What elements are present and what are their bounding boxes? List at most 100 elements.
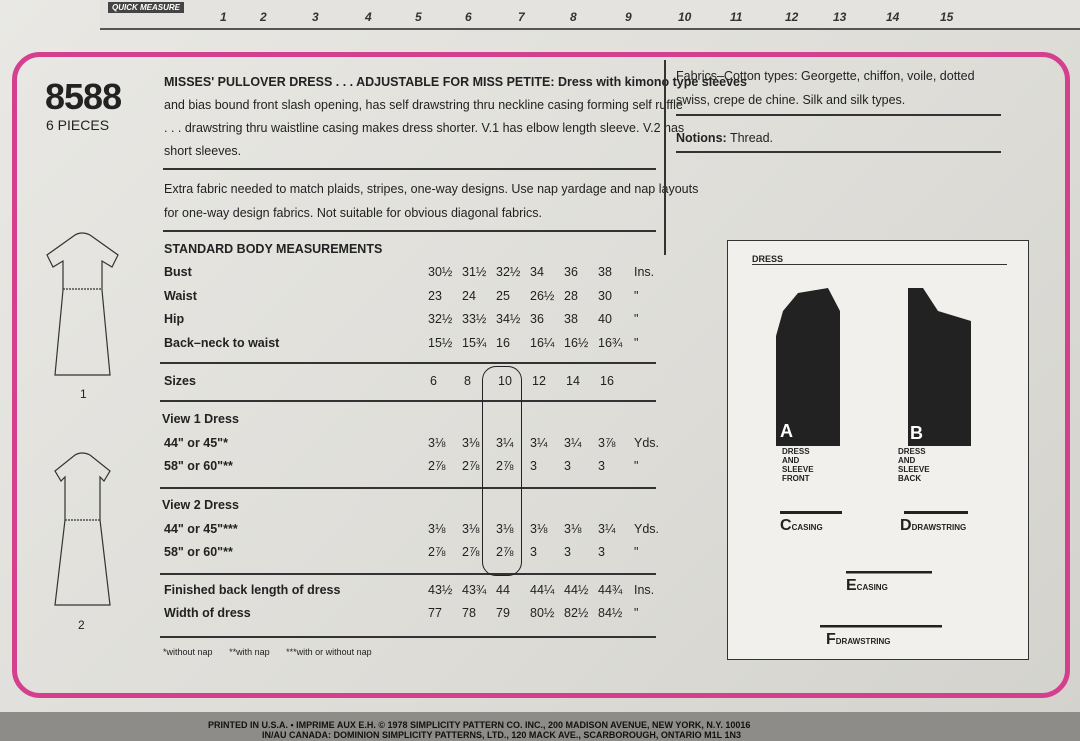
- cell-value: 77: [428, 606, 442, 620]
- description: MISSES' PULLOVER DRESS . . . ADJUSTABLE …: [164, 71, 747, 163]
- cell-value: 3⅛: [428, 522, 446, 536]
- pattern-pieces-diagram: DRESS A DRESS AND SLEEVE FRONT B DRESS AND SL…: [727, 240, 1029, 660]
- cell-value: 30½: [428, 265, 453, 279]
- label-line: DRESS: [782, 447, 810, 456]
- piece-c-label: CASING: [791, 523, 823, 532]
- unit-label: Ins.: [634, 265, 655, 279]
- cell-value: 38: [598, 265, 612, 279]
- view2-title: View 2 Dress: [162, 498, 239, 512]
- cell-value: 3: [564, 459, 571, 473]
- cell-value: 23: [428, 288, 442, 303]
- cell-value: 34½: [496, 312, 521, 326]
- footnotes: *without nap **with nap ***with or witho…: [163, 647, 372, 657]
- ruler-label: QUICK MEASURE: [108, 2, 185, 13]
- piece-c-letter: C: [780, 517, 792, 534]
- fabrics: Fabrics–Cotton types: Georgette, chiffon…: [676, 64, 975, 112]
- piece-d-letter: D: [900, 517, 912, 534]
- divider: [160, 487, 656, 489]
- pattern-piece-shapes: [776, 288, 971, 628]
- extra-line: for one-way design fabrics. Not suitable…: [164, 206, 542, 220]
- cell-value: 3¼: [598, 522, 616, 536]
- label-line: SLEEVE: [782, 465, 814, 474]
- cell-value: 28: [564, 288, 578, 303]
- divider: [160, 636, 656, 638]
- row-label: Waist: [164, 288, 197, 303]
- ruler-number: 4: [365, 10, 372, 24]
- cell-value: 2⅞: [496, 545, 514, 559]
- description-line: and bias bound front slash opening, has …: [164, 98, 683, 112]
- divider: [160, 400, 656, 402]
- piece-a-shape: [776, 288, 840, 446]
- piece-b-label: DRESS AND SLEEVE BACK: [898, 447, 930, 483]
- label-line: FRONT: [782, 474, 810, 483]
- cell-value: 43¾: [462, 583, 487, 597]
- label-line: AND: [782, 456, 800, 465]
- cell-value: 33½: [462, 312, 487, 326]
- notions-label: Notions:: [676, 131, 727, 145]
- cell-value: 82½: [564, 606, 589, 620]
- size-value: 8: [464, 374, 471, 388]
- ruler-number: 12: [785, 10, 799, 24]
- label-line: SLEEVE: [898, 465, 930, 474]
- footer-imprint: PRINTED IN U.S.A. • IMPRIME AUX E.H. © 1…: [0, 712, 1080, 741]
- cell-value: 3¼: [496, 436, 514, 450]
- row-label: Hip: [164, 312, 185, 326]
- cell-value: 80½: [530, 606, 555, 620]
- cell-value: 15½: [428, 335, 453, 350]
- cell-value: 2⅞: [462, 459, 480, 473]
- divider: [163, 230, 656, 232]
- cell-value: 3⅛: [428, 436, 446, 450]
- cell-value: 24: [462, 288, 476, 303]
- cell-value: 44¼: [530, 583, 555, 597]
- row-label: Width of dress: [164, 606, 251, 620]
- piece-e-letter: E: [846, 577, 857, 594]
- cell-value: 31½: [462, 265, 487, 279]
- cell-value: 3¼: [530, 436, 548, 450]
- view-1-number: 1: [80, 387, 87, 401]
- unit-label: ": [634, 335, 639, 350]
- cell-value: 79: [496, 606, 510, 620]
- pink-border-frame: [12, 52, 1070, 698]
- cell-value: 44¾: [598, 583, 623, 597]
- cell-value: 3: [564, 545, 571, 559]
- cell-value: 3⅛: [462, 436, 480, 450]
- ruler-number: 6: [465, 10, 472, 24]
- size-value: 16: [600, 374, 614, 388]
- pattern-number: 8588: [45, 76, 122, 117]
- cell-value: 2⅞: [462, 545, 480, 559]
- cell-value: 16¾: [598, 335, 623, 350]
- cell-value: 34: [530, 265, 544, 279]
- piece-b-shape: [908, 288, 971, 446]
- cell-value: 3: [598, 545, 605, 559]
- row-label: Bust: [164, 265, 192, 279]
- view-2-number: 2: [78, 618, 85, 632]
- ruler-number: 10: [678, 10, 692, 24]
- unit-label: Yds.: [634, 522, 660, 536]
- ruler-number: 11: [730, 10, 743, 24]
- extra-line: Extra fabric needed to match plaids, str…: [164, 182, 699, 196]
- size-value: 14: [566, 374, 580, 388]
- row-label: 58" or 60"**: [164, 459, 233, 473]
- cell-value: 36: [564, 265, 578, 279]
- measurements-title: STANDARD BODY MEASUREMENTS: [164, 242, 383, 256]
- piece-d: DDRAWSTRING: [900, 517, 966, 535]
- cell-value: 3⅛: [496, 522, 514, 536]
- description-line: MISSES' PULLOVER DRESS . . . ADJUSTABLE …: [164, 75, 747, 89]
- label-line: BACK: [898, 474, 922, 483]
- label-line: DRESS: [898, 447, 926, 456]
- view1-dress-sketch: [46, 232, 119, 376]
- piece-d-shape: [904, 511, 968, 514]
- piece-c: CCASING: [780, 517, 823, 535]
- unit-label: ": [634, 545, 639, 559]
- view1-title: View 1 Dress: [162, 412, 239, 426]
- row-label: Finished back length of dress: [164, 583, 341, 597]
- piece-d-label: DRAWSTRING: [911, 523, 967, 532]
- unit-label: ": [634, 606, 639, 620]
- ruler-number: 9: [625, 10, 632, 24]
- piece-f: FDRAWSTRING: [826, 631, 890, 649]
- divider: [676, 114, 1001, 116]
- ruler-number: 7: [518, 10, 525, 24]
- diagram-title: DRESS: [752, 255, 1007, 265]
- ruler-number: 15: [940, 10, 954, 24]
- cell-value: 3: [530, 545, 537, 559]
